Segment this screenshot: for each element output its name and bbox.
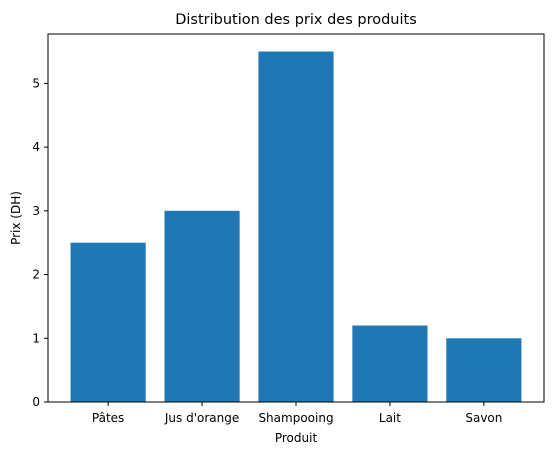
bar-4 <box>446 338 522 402</box>
y-tick-label: 3 <box>32 204 40 218</box>
chart-title: Distribution des prix des produits <box>175 12 417 28</box>
bar-1 <box>164 210 240 402</box>
y-tick-label: 1 <box>32 331 40 345</box>
x-axis-ticks: Pâtes Jus d'orange Shampooing Lait Savon <box>92 402 502 425</box>
bar-3 <box>352 325 428 402</box>
y-tick-label: 4 <box>32 140 40 154</box>
x-tick-label: Savon <box>465 411 502 425</box>
x-axis-label: Produit <box>275 431 318 445</box>
x-tick-label: Shampooing <box>258 411 333 425</box>
x-tick-label: Lait <box>379 411 401 425</box>
bars-group <box>70 51 522 403</box>
y-axis-ticks: 0 1 2 3 4 5 <box>32 76 48 409</box>
x-tick-label: Pâtes <box>92 411 124 425</box>
y-tick-label: 5 <box>32 76 40 90</box>
bar-0 <box>70 242 146 402</box>
y-axis-label: Prix (DH) <box>9 191 23 245</box>
plot-frame <box>47 33 545 403</box>
x-tick-label: Jus d'orange <box>164 411 239 425</box>
y-tick-label: 2 <box>32 268 40 282</box>
y-tick-label: 0 <box>32 395 40 409</box>
bar-2 <box>258 51 334 403</box>
